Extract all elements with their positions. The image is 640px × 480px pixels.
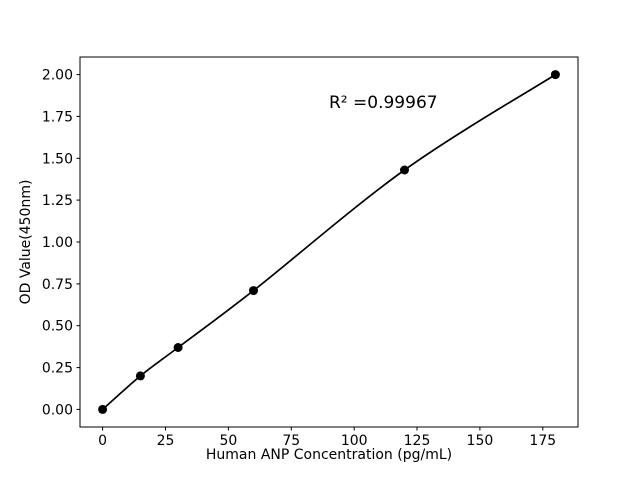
y-tick-label: 1.75 bbox=[42, 109, 73, 125]
x-tick-label: 75 bbox=[282, 433, 300, 449]
x-tick-label: 100 bbox=[341, 433, 368, 449]
y-tick-label: 0.50 bbox=[42, 319, 73, 335]
y-tick-label: 1.50 bbox=[42, 151, 73, 167]
r-squared-annotation: R² =0.99967 bbox=[329, 93, 438, 113]
x-tick-label: 50 bbox=[219, 433, 237, 449]
data-point bbox=[135, 371, 145, 381]
fit-line bbox=[102, 73, 556, 411]
y-tick-label: 0.00 bbox=[42, 402, 73, 418]
x-tick-label: 0 bbox=[98, 433, 107, 449]
y-tick-label: 0.75 bbox=[42, 277, 73, 293]
data-point bbox=[173, 343, 183, 352]
y-tick-label: 1.00 bbox=[42, 235, 73, 251]
y-tick-label: 0.25 bbox=[42, 361, 73, 377]
data-point bbox=[550, 70, 560, 80]
data-point bbox=[98, 404, 108, 414]
x-axis-label: Human ANP Concentration (pg/mL) bbox=[206, 447, 452, 463]
y-tick-label: 1.25 bbox=[42, 193, 73, 209]
data-point bbox=[400, 165, 409, 175]
y-tick-label: 2.00 bbox=[42, 68, 73, 84]
x-tick-label: 125 bbox=[404, 433, 431, 449]
x-tick-label: 175 bbox=[529, 433, 556, 449]
x-tick-label: 150 bbox=[467, 433, 494, 449]
y-axis-label: OD Value(450nm) bbox=[18, 180, 34, 305]
data-point bbox=[249, 286, 258, 296]
x-tick-label: 25 bbox=[157, 433, 175, 449]
